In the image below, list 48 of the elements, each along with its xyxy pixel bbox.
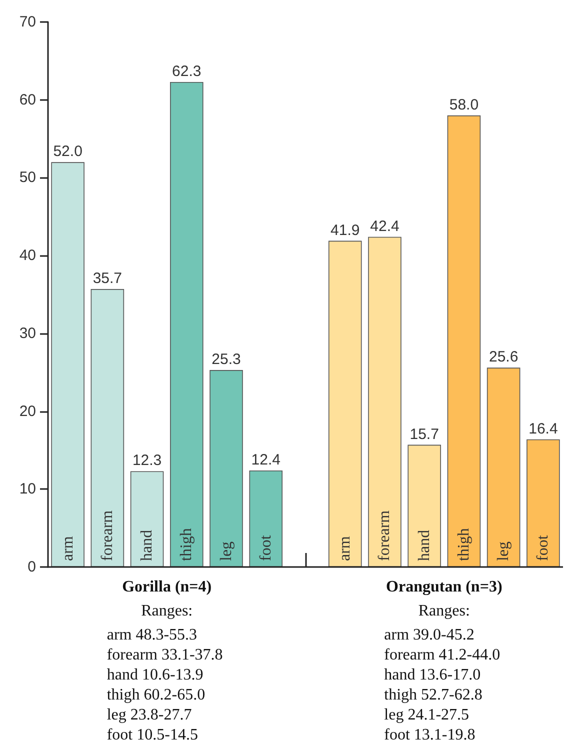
data-label: 41.9 [330,222,360,239]
x-tick-label: foot [257,534,274,561]
x-tick-label: thigh [178,528,196,561]
data-label: 58.0 [449,96,479,114]
y-tick-label: 30 [19,324,36,342]
data-label: 12.3 [132,452,162,470]
bar [328,240,362,567]
x-tick-label: foot [534,534,552,561]
bar [408,444,441,567]
data-label: 25.6 [488,348,518,366]
y-tick-label: 50 [19,169,36,186]
text: Ranges: arm 39.0-45.2 forearm 41.2-44.0 hand 13.6-17.0 thigh 52.7-62.8 leg 24.1-27.5 foot 13.1-19.8 [384,602,500,744]
bar [51,162,84,567]
data-label: 62.3 [172,62,202,80]
y-tick-label: 70 [19,14,36,30]
bar [447,115,481,567]
bar [90,289,124,567]
bar [210,370,243,567]
bar [170,82,204,567]
data-label: 15.7 [410,426,439,443]
y-tick-label: 0 [28,558,36,576]
y-tick-label: 10 [19,480,36,498]
x-tick-label: thigh [455,528,472,561]
data-label: 16.4 [528,420,558,438]
text: Gorilla (n=4) [122,578,212,596]
data-label: 35.7 [92,270,122,288]
data-label: 52.0 [53,143,82,160]
y-tick-label: 40 [19,247,36,264]
y-tick-label: 60 [19,91,36,108]
bar [486,368,520,567]
x-tick-label: leg [495,541,512,561]
x-tick-label: leg [218,541,235,561]
x-tick-label: hand [138,530,156,561]
bar [368,236,402,567]
x-tick-label: forearm [98,510,116,561]
bar [130,471,164,567]
x-tick-label: hand [416,530,433,561]
y-tick-label: 20 [19,402,36,420]
text: Ranges: arm 48.3-55.3 forearm 33.1-37.8 hand 10.6-13.9 thigh 60.2-65.0 leg 23.8-27.7 foot 10.5-14.5 [106,602,223,744]
text: Orangutan (n=3) [386,578,502,596]
data-label: 25.3 [212,351,241,368]
bar [526,439,560,567]
x-tick-label: forearm [376,510,394,561]
x-tick-label: arm [59,536,76,561]
x-tick-label: arm [336,536,354,561]
data-label: 42.4 [370,218,400,235]
bar [249,470,283,567]
data-label: 12.4 [251,451,280,468]
